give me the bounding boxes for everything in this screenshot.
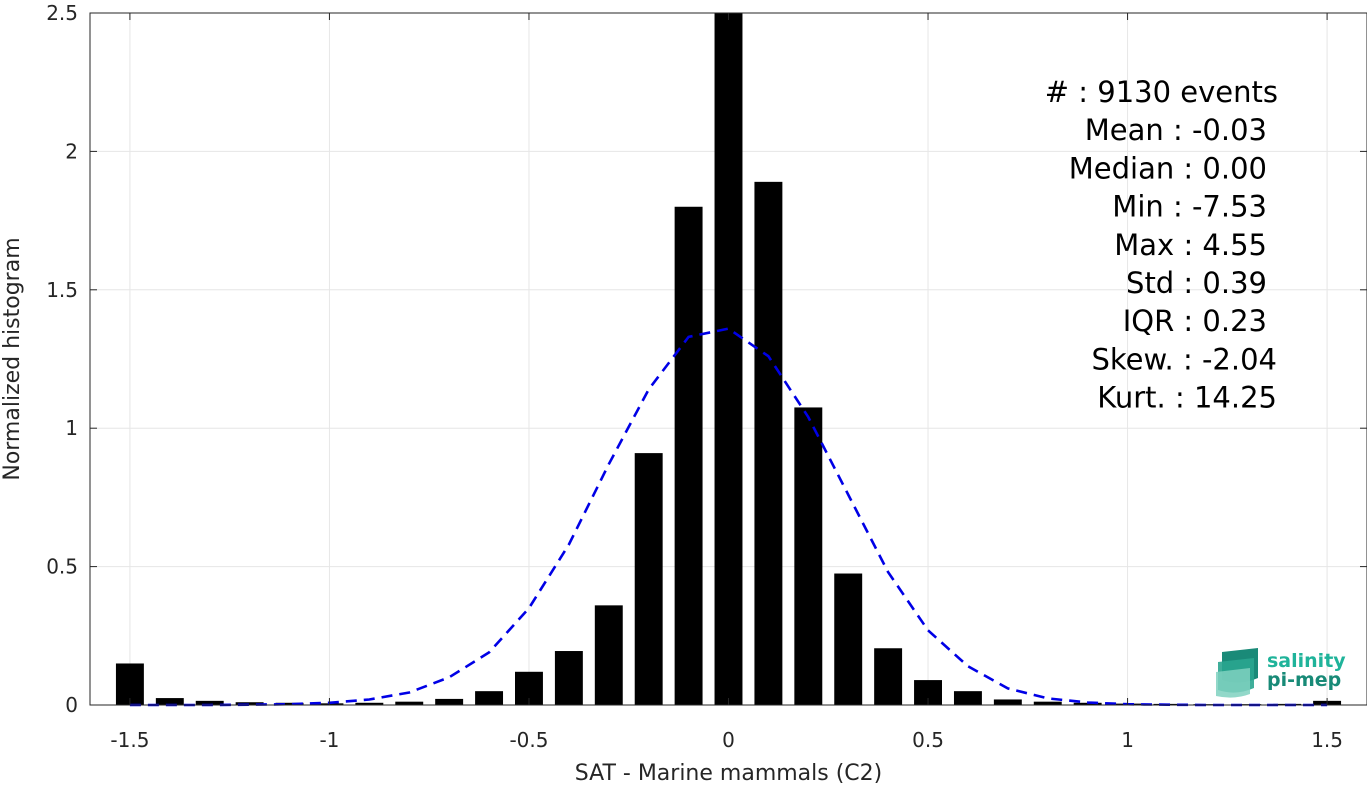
x-tick-label: 1 [1121, 728, 1134, 752]
x-tick-label: 0.5 [912, 728, 944, 752]
stats-box: # : 9130 events Mean : -0.03 Median : 0.00… [1045, 75, 1278, 415]
y-axis-label: Normalized histogram [0, 237, 25, 480]
histogram-bar [355, 702, 384, 705]
x-axis-label: SAT - Marine mammals (C2) [575, 761, 883, 785]
x-tick-label: -1 [319, 728, 339, 752]
histogram-bar [634, 453, 663, 705]
y-tick-label: 1.5 [46, 278, 78, 302]
histogram-bar [993, 699, 1022, 705]
y-tick-labels: 0 0.5 1 1.5 2 2.5 [46, 1, 78, 717]
stat-line: Kurt. : 14.25 [1097, 381, 1277, 415]
histogram-bar [475, 691, 504, 705]
bars [115, 13, 1342, 705]
histogram-bar [195, 700, 224, 705]
stat-line: Median : 0.00 [1069, 151, 1267, 185]
x-tick-label: -1.5 [110, 728, 149, 752]
ticks [90, 12, 1367, 706]
stat-line: Max : 4.55 [1114, 228, 1267, 262]
salinity-pi-mep-logo: salinity pi-mep [1216, 648, 1346, 698]
histogram-bar [395, 701, 424, 705]
x-tick-label: -0.5 [509, 728, 548, 752]
histogram-bar [874, 648, 903, 705]
y-tick-label: 0.5 [46, 555, 78, 579]
histogram-bar [554, 651, 583, 705]
logo-mark-icon [1216, 648, 1258, 698]
x-tick-label: 1.5 [1311, 728, 1343, 752]
histogram-bar [155, 698, 184, 705]
histogram-bar [714, 13, 743, 705]
y-tick-label: 0 [65, 693, 78, 717]
histogram-bar [275, 702, 304, 705]
y-tick-label: 2 [65, 139, 78, 163]
histogram-bar [674, 206, 703, 705]
histogram-bar [1033, 701, 1062, 705]
histogram-bar [754, 181, 783, 705]
stat-line: Std : 0.39 [1126, 266, 1267, 300]
stat-line: Skew. : -2.04 [1091, 342, 1277, 376]
histogram-bar [953, 691, 982, 705]
histogram-bar [594, 605, 623, 705]
histogram-bar [834, 573, 863, 705]
histogram-bar [794, 407, 823, 705]
y-tick-label: 2.5 [46, 1, 78, 25]
histogram-bar [435, 698, 464, 705]
x-tick-labels: -1.5 -1 -0.5 0 0.5 1 1.5 [110, 728, 1343, 752]
logo-text-line1: salinity [1267, 650, 1346, 672]
stat-line: Min : -7.53 [1112, 190, 1267, 224]
x-tick-label: 0 [722, 728, 735, 752]
stat-line: # : 9130 events [1045, 75, 1278, 109]
histogram-bar [1073, 702, 1102, 705]
y-tick-label: 1 [65, 416, 78, 440]
histogram-bar [235, 702, 264, 705]
stat-line: Mean : -0.03 [1085, 113, 1267, 147]
logo-text-line2: pi-mep [1267, 669, 1341, 691]
stat-line: IQR : 0.23 [1123, 304, 1267, 338]
